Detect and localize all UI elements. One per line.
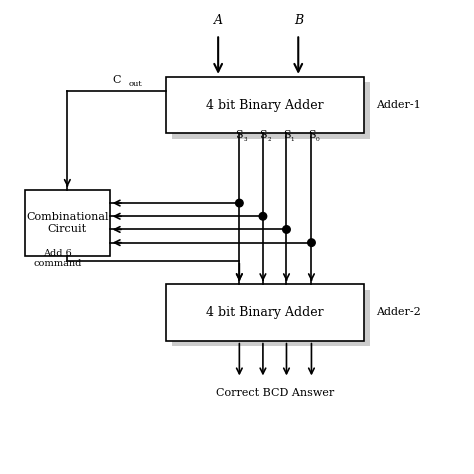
Text: A: A xyxy=(214,14,223,27)
Text: Adder-2: Adder-2 xyxy=(376,308,421,318)
Text: out: out xyxy=(128,80,142,88)
Text: Combinational
Circuit: Combinational Circuit xyxy=(26,212,109,234)
FancyBboxPatch shape xyxy=(25,190,110,256)
Text: 4 bit Binary Adder: 4 bit Binary Adder xyxy=(207,99,324,111)
Circle shape xyxy=(308,239,315,246)
Text: ₀: ₀ xyxy=(316,134,319,143)
Circle shape xyxy=(259,212,267,220)
Text: B: B xyxy=(294,14,303,27)
Text: S: S xyxy=(283,130,290,140)
Text: ₃: ₃ xyxy=(244,134,247,143)
Text: S: S xyxy=(236,130,243,140)
Text: ₂: ₂ xyxy=(267,134,271,143)
Text: Adder-1: Adder-1 xyxy=(376,100,421,110)
Text: Add 6
command: Add 6 command xyxy=(34,248,82,268)
FancyBboxPatch shape xyxy=(166,284,364,341)
Text: ₁: ₁ xyxy=(291,134,294,143)
Text: Correct BCD Answer: Correct BCD Answer xyxy=(216,388,335,398)
Text: 4 bit Binary Adder: 4 bit Binary Adder xyxy=(207,306,324,319)
FancyBboxPatch shape xyxy=(172,290,370,346)
FancyBboxPatch shape xyxy=(166,77,364,133)
Text: C: C xyxy=(113,75,121,85)
Circle shape xyxy=(283,226,290,233)
FancyBboxPatch shape xyxy=(172,82,370,139)
Text: S: S xyxy=(308,130,315,140)
Circle shape xyxy=(236,199,243,207)
Text: S: S xyxy=(259,130,267,140)
